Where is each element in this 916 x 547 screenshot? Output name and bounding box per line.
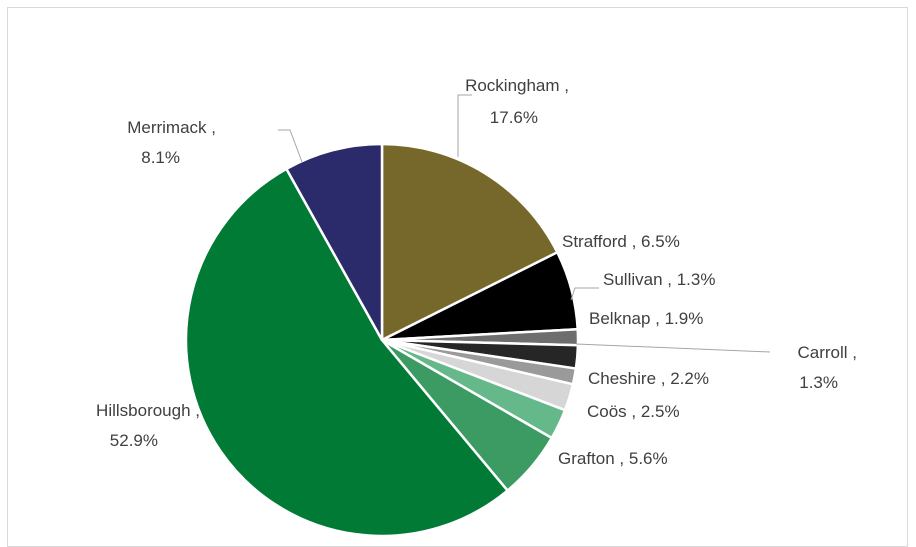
data-labels: Rockingham , 17.6% Strafford , 6.5% Sulliva… — [96, 76, 857, 468]
data-label: Grafton , 5.6% — [558, 449, 668, 468]
pie-slice-hillsborough — [184, 167, 509, 538]
leader-line — [278, 129, 303, 163]
pie-slice-rockingham — [380, 142, 559, 342]
data-label: 17.6% — [490, 108, 538, 127]
leader-lines — [278, 94, 771, 353]
data-label: Sullivan , 1.3% — [603, 270, 715, 289]
pie-slices — [184, 142, 580, 538]
leader-line — [457, 94, 472, 157]
data-label: Hillsborough , — [96, 401, 200, 420]
leader-line — [570, 287, 599, 301]
leader-line — [575, 343, 771, 353]
data-label: Rockingham , — [465, 76, 569, 95]
data-label: Strafford , 6.5% — [562, 232, 680, 251]
data-label: 8.1% — [141, 148, 180, 167]
data-label: 52.9% — [110, 431, 158, 450]
data-label: Cheshire , 2.2% — [588, 369, 709, 388]
data-label: Carroll , — [797, 343, 857, 362]
data-label: Belknap , 1.9% — [589, 309, 703, 328]
data-label: Merrimack , — [127, 118, 216, 137]
data-label: Coös , 2.5% — [587, 402, 680, 421]
data-label: 1.3% — [799, 373, 838, 392]
pie-slice-merrimack — [285, 142, 384, 342]
